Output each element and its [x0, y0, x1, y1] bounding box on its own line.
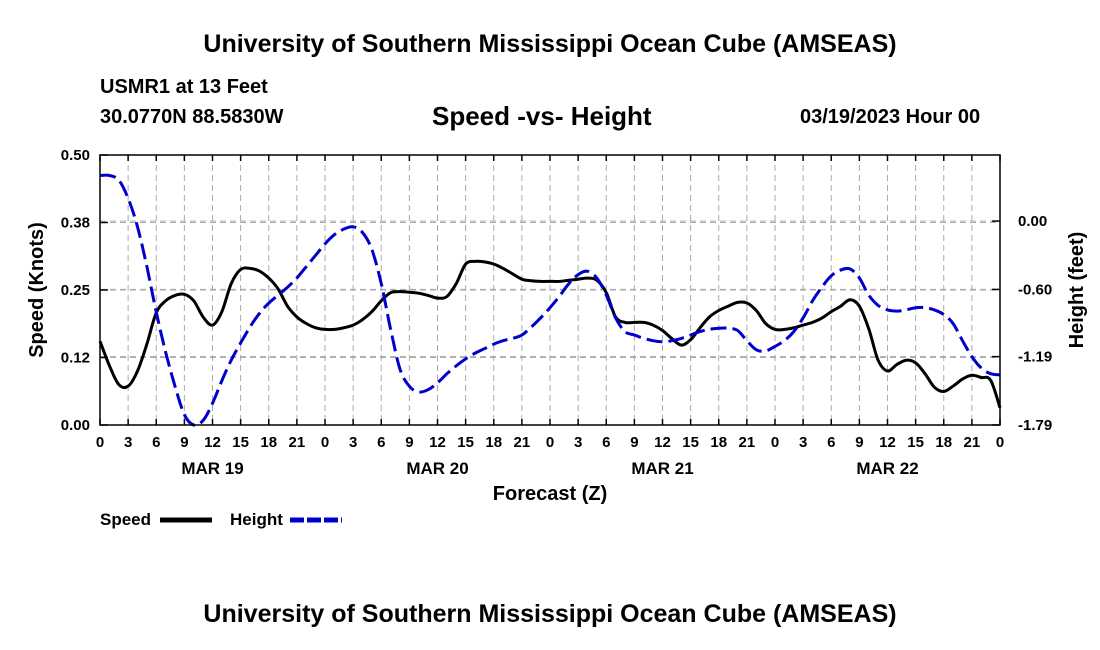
y2-tick-label: -0.60	[1018, 281, 1052, 298]
x-tick-label: 3	[799, 434, 807, 451]
x-tick-label: 9	[630, 434, 638, 451]
x-tick-label: 9	[405, 434, 413, 451]
x-tick-label: 3	[124, 434, 132, 451]
x-tick-label: 15	[457, 434, 474, 451]
tick-layer: 0 3 6 9 12 15 18 21 0 3 6 9 12 15 18 21 0 3 6 9 12 15 18 21 0 3 6 9…	[61, 147, 1052, 478]
footer-title: University of Southern Mississippi Ocean…	[203, 600, 897, 628]
x-tick-label: 21	[289, 434, 306, 451]
y2-tick-label: 0.00	[1018, 213, 1047, 230]
y2-tick-label: -1.79	[1018, 417, 1052, 434]
x-tick-label: 21	[964, 434, 981, 451]
x-tick-label: 6	[602, 434, 610, 451]
x-tick-label: 3	[349, 434, 357, 451]
x-tick-label: 15	[682, 434, 699, 451]
station-label: USMR1 at 13 Feet	[100, 76, 268, 98]
main-title: University of Southern Mississippi Ocean…	[203, 30, 897, 58]
x-tick-label: 6	[152, 434, 160, 451]
y-tick-label: 0.25	[61, 282, 90, 299]
y-tick-label: 0.12	[61, 350, 90, 367]
x-tick-label: 21	[514, 434, 531, 451]
x-tick-label: 21	[739, 434, 756, 451]
x-tick-label: 12	[429, 434, 446, 451]
x-tick-label: 18	[935, 434, 952, 451]
x-tick-label: 6	[827, 434, 835, 451]
y2-tick-label: -1.19	[1018, 349, 1052, 366]
plot-title: Speed -vs- Height	[432, 101, 652, 131]
series-line-height	[99, 173, 1001, 427]
x-tick-label: 15	[232, 434, 249, 451]
series-line-speed	[98, 259, 1002, 409]
x-axis-label: Forecast (Z)	[493, 483, 607, 505]
x-tick-label: 0	[996, 434, 1004, 451]
y-tick-label: 0.50	[61, 147, 90, 164]
date-label: MAR 22	[856, 459, 918, 478]
date-label: MAR 20	[406, 459, 468, 478]
run-time-label: 03/19/2023 Hour 00	[800, 106, 981, 128]
x-tick-label: 12	[204, 434, 221, 451]
date-label: MAR 19	[181, 459, 243, 478]
legend-height-label: Height	[230, 510, 283, 529]
y-tick-label: 0.00	[61, 417, 90, 434]
x-tick-label: 0	[771, 434, 779, 451]
x-tick-label: 12	[879, 434, 896, 451]
x-tick-label: 6	[377, 434, 385, 451]
x-tick-label: 0	[546, 434, 554, 451]
y-tick-label: 0.38	[61, 215, 90, 232]
x-tick-label: 9	[855, 434, 863, 451]
x-tick-label: 0	[321, 434, 329, 451]
x-tick-label: 15	[907, 434, 924, 451]
date-label: MAR 21	[631, 459, 693, 478]
speed-height-chart: 0 3 6 9 12 15 18 21 0 3 6 9 12 15 18 21 0 3 6 9 12 15 18 21 0 3 6 9…	[26, 147, 1088, 529]
x-tick-label: 12	[654, 434, 671, 451]
y-axis-label: Speed (Knots)	[26, 222, 48, 358]
legend-speed-label: Speed	[100, 510, 151, 529]
y2-axis-label: Height (feet)	[1066, 232, 1088, 349]
x-tick-label: 0	[96, 434, 104, 451]
x-tick-label: 18	[260, 434, 277, 451]
x-tick-label: 3	[574, 434, 582, 451]
series-layer	[98, 173, 1002, 427]
coordinates-label: 30.0770N 88.5830W	[100, 106, 284, 128]
x-tick-label: 18	[485, 434, 502, 451]
x-tick-label: 9	[180, 434, 188, 451]
x-tick-label: 18	[710, 434, 727, 451]
